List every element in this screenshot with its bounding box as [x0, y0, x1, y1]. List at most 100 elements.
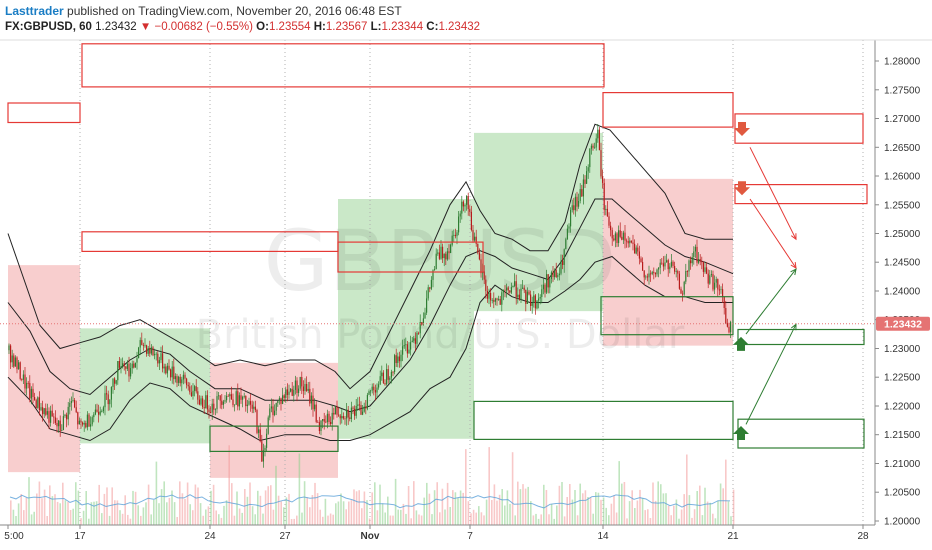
volume-bar: [223, 505, 225, 525]
candle-body: [512, 285, 514, 288]
volume-bar: [579, 483, 581, 525]
volume-bar: [72, 508, 74, 525]
volume-bar: [478, 506, 480, 525]
candle-body: [694, 246, 696, 252]
candle-body: [34, 397, 36, 401]
candle-body: [323, 419, 325, 422]
candle-body: [504, 289, 506, 291]
volume-bar: [670, 515, 672, 525]
volume-bar: [582, 493, 584, 525]
volume-bar: [192, 510, 194, 525]
candle-body: [82, 422, 84, 425]
candle-body: [40, 407, 42, 411]
volume-bar: [111, 487, 113, 525]
candle-body: [390, 371, 392, 378]
volume-bar: [688, 495, 691, 525]
candle-body: [349, 417, 351, 419]
candle-body: [429, 287, 431, 289]
volume-bar: [418, 514, 420, 525]
volume-bar: [433, 490, 436, 525]
volume-bar: [517, 481, 519, 525]
volume-bar: [288, 493, 290, 525]
candle-body: [459, 213, 461, 217]
y-tick-label: 1.24000: [884, 287, 921, 298]
candle-body: [232, 399, 234, 406]
volume-bar: [64, 500, 67, 525]
candle-body: [488, 292, 490, 299]
candle-body: [451, 235, 453, 245]
volume-bar: [493, 484, 496, 525]
volume-bar: [589, 497, 592, 525]
x-axis[interactable]: 5:00 17 24 27 Nov 7 14 21 28: [4, 525, 869, 542]
candle-body: [464, 204, 466, 207]
candle-body: [189, 386, 191, 393]
volume-bar: [465, 449, 467, 525]
symbol-label[interactable]: FX:GBPUSD, 60: [5, 21, 92, 33]
high-label: H:: [313, 21, 326, 33]
volume-bar: [566, 497, 568, 525]
candle-body: [322, 419, 324, 421]
resistance-box-0: [7, 102, 81, 124]
volume-bar: [602, 497, 605, 525]
candle-body: [206, 395, 208, 410]
volume-bar: [363, 491, 366, 525]
volume-bar: [584, 490, 587, 525]
candle-body: [22, 374, 24, 380]
candle-body: [597, 129, 599, 139]
y-tick-label: 1.25000: [884, 229, 921, 240]
candle-body: [446, 251, 448, 260]
volume-bar: [392, 515, 394, 525]
author-link[interactable]: Lasttrader: [5, 4, 64, 18]
candle-body: [626, 240, 628, 242]
candle-body: [227, 395, 229, 397]
candle-body: [560, 261, 562, 274]
candle-body: [402, 346, 404, 355]
projection-arrowhead-icon: [790, 268, 797, 276]
candle-body: [709, 275, 711, 284]
volume-bar: [332, 514, 334, 525]
candle-body: [221, 400, 223, 405]
candle-body: [360, 405, 362, 415]
candle-body: [158, 360, 160, 364]
candle-body: [664, 262, 666, 267]
volume-bar: [244, 489, 246, 525]
candle-body: [338, 414, 340, 416]
candle-body: [14, 357, 16, 367]
candle-body: [354, 408, 356, 416]
volume-bar: [145, 502, 147, 525]
volume-bar: [483, 515, 485, 525]
x-tick-label: Nov: [361, 531, 380, 542]
volume-bar: [270, 485, 272, 525]
close-value: 1.23432: [438, 21, 481, 33]
candle-body: [466, 196, 468, 205]
x-tick-label: 14: [597, 531, 609, 542]
x-tick-label: 17: [74, 531, 86, 542]
volume-bar: [727, 501, 730, 525]
volume-bar: [628, 501, 631, 525]
volume-bar: [576, 515, 579, 525]
volume-bar: [696, 491, 698, 525]
candle-body: [339, 415, 341, 419]
candle-body: [118, 361, 120, 368]
volume-bar: [335, 503, 337, 525]
candle-body: [722, 289, 724, 297]
candle-body: [723, 297, 725, 308]
volume-bar: [314, 482, 316, 525]
candle-body: [43, 408, 45, 415]
candle-body: [149, 348, 151, 354]
projection-line-2: [745, 268, 797, 335]
candle-body: [696, 246, 698, 263]
candle-body: [584, 179, 586, 184]
candle-body: [211, 403, 213, 413]
candle-body: [546, 274, 548, 293]
candle-body: [210, 412, 212, 413]
y-tick-label: 1.26500: [884, 143, 921, 154]
volume-bar: [147, 484, 150, 525]
x-tick-label: 27: [279, 531, 291, 542]
candle-body: [99, 411, 101, 415]
candle-body: [266, 433, 268, 448]
volume-bar: [350, 500, 353, 525]
volume-bar: [613, 495, 615, 525]
candle-body: [637, 247, 639, 252]
